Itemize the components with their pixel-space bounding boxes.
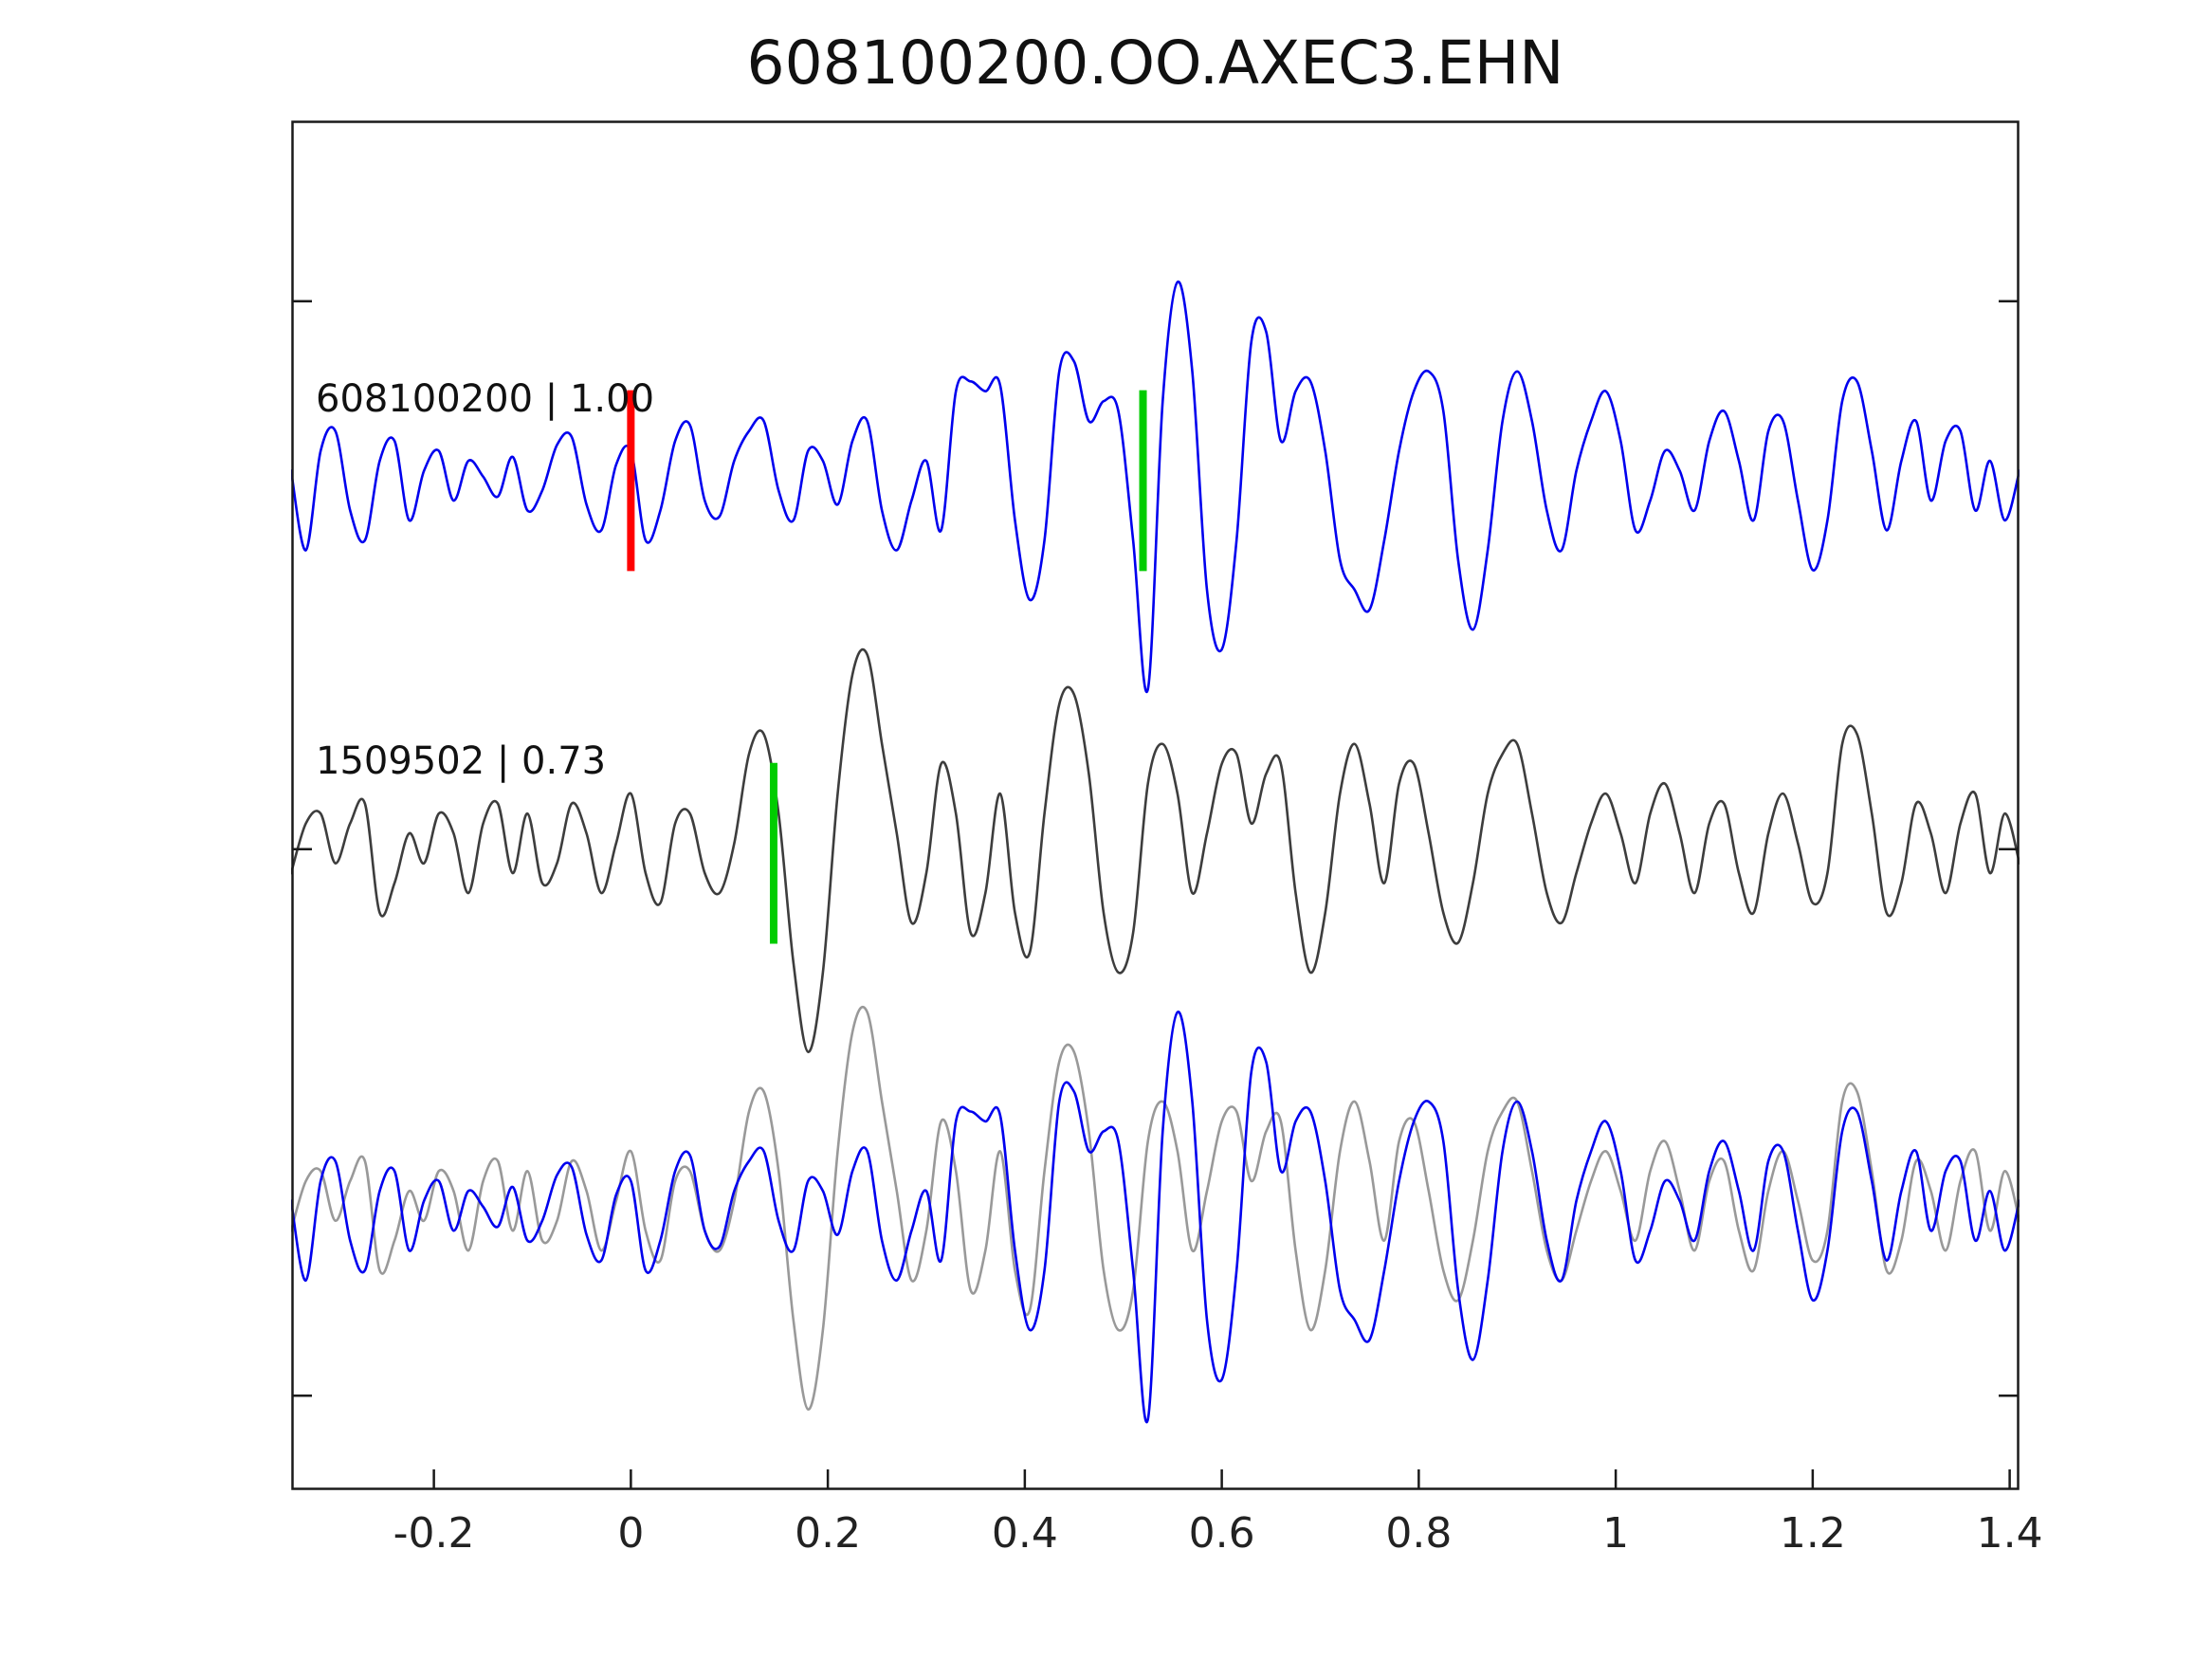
overlay-trace-gray-waveform (291, 1006, 2020, 1412)
x-tick-label: 0.4 (991, 1509, 1058, 1558)
x-tick-label: 0.2 (795, 1509, 862, 1558)
x-tick-label: 1.2 (1779, 1509, 1846, 1558)
matched-trace-label: 1509502 | 0.73 (316, 739, 607, 783)
x-tick-label: 0.6 (1188, 1509, 1255, 1558)
axes-box (291, 120, 2020, 1490)
matched-trace-gray-waveform (291, 647, 2020, 1053)
figure-title: 608100200.OO.AXEC3.EHN (746, 28, 1564, 98)
x-tick-label: 0.8 (1385, 1509, 1453, 1558)
x-tick-label: 1.4 (1976, 1509, 2043, 1558)
overlay-trace-blue-waveform (291, 1011, 2020, 1424)
x-axis-tick-labels: -0.2 0 0.2 0.4 0.6 0.8 1 1.2 1.4 (0, 1509, 2212, 1566)
plot-area (291, 120, 2020, 1490)
x-tick-label: 0 (617, 1509, 645, 1558)
x-tick-label: -0.2 (393, 1509, 475, 1558)
x-tick-label: 1 (1602, 1509, 1630, 1558)
reference-trace-label: 608100200 | 1.00 (316, 377, 655, 421)
waveform-plot (291, 120, 2020, 1490)
reference-trace-blue-waveform (291, 281, 2020, 694)
